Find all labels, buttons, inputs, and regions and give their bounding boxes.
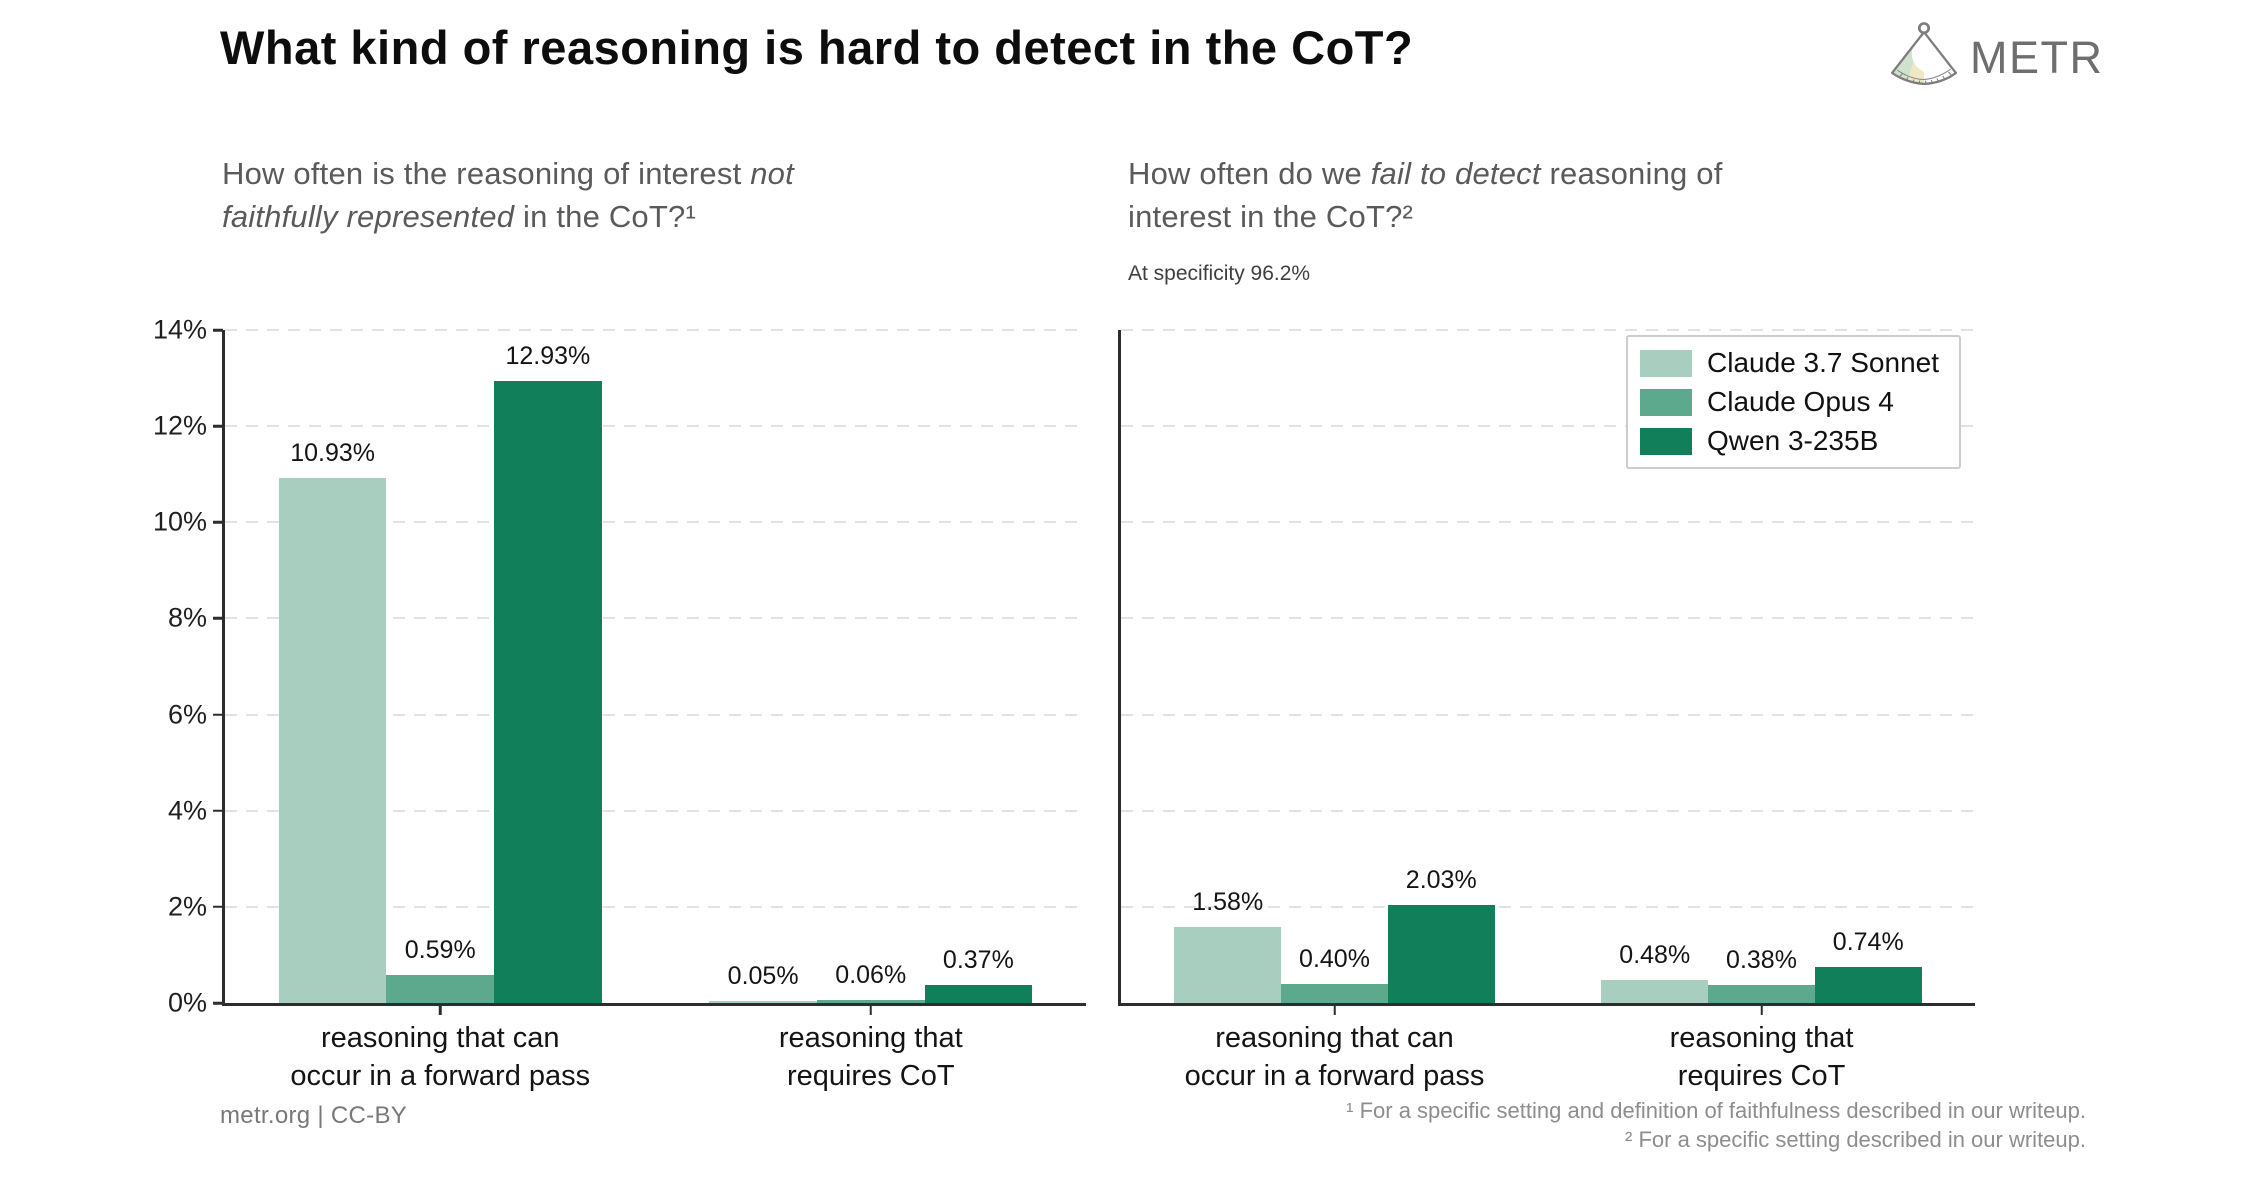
legend-label: Qwen 3-235B xyxy=(1707,425,1879,456)
bar-claude-opus-4-group-1 xyxy=(1708,984,1815,1003)
page-title: What kind of reasoning is hard to detect… xyxy=(220,21,1414,74)
bar-value-label: 0.37% xyxy=(942,946,1014,975)
y-tick-mark xyxy=(213,905,223,909)
bar-value-label: 1.58% xyxy=(1192,888,1264,917)
subtitle-text: fail to detect xyxy=(1370,156,1541,191)
legend-row-qwen-3-235b: Qwen 3-235B xyxy=(1640,425,1939,457)
specificity-note: At specificity 96.2% xyxy=(1128,262,1311,285)
bar-qwen-3-235b-group-1 xyxy=(924,985,1033,1003)
y-tick-label: 2% xyxy=(167,891,207,922)
legend: Claude 3.7 Sonnet Claude Opus 4 Qwen 3-235… xyxy=(1626,335,1961,469)
subtitle-text: How often is the reasoning of interest xyxy=(222,156,751,191)
category-label: reasoning that requires CoT xyxy=(1669,1022,1854,1093)
bar-claude-3-7-sonnet-group-0 xyxy=(1174,927,1282,1003)
gridline xyxy=(225,617,1086,620)
x-tick-mark xyxy=(439,1006,442,1015)
x-tick-mark xyxy=(1333,1006,1336,1015)
bar-claude-3-7-sonnet-group-1 xyxy=(709,1000,817,1003)
gridline xyxy=(225,521,1086,524)
bar-value-label: 0.06% xyxy=(835,961,907,990)
category-label: reasoning that can occur in a forward pas… xyxy=(1184,1022,1485,1093)
x-tick-mark xyxy=(1760,1006,1763,1015)
gridline xyxy=(1121,905,1975,908)
gridline xyxy=(1121,809,1975,812)
footnote-1: ¹ For a specific setting and definition … xyxy=(1346,1098,2086,1123)
gridline xyxy=(1121,713,1975,716)
y-tick-label: 4% xyxy=(167,795,207,826)
bar-value-label: 0.59% xyxy=(404,935,476,964)
subtitle-text: not xyxy=(750,156,794,191)
y-tick-mark xyxy=(213,713,223,716)
footnotes: ¹ For a specific setting and definition … xyxy=(1346,1096,2086,1154)
bar-claude-opus-4-group-0 xyxy=(386,974,495,1003)
legend-swatch xyxy=(1640,388,1693,416)
right-chart-subtitle: How often do we fail to detect reasoning… xyxy=(1128,152,1968,239)
gridline xyxy=(1121,617,1975,620)
bar-value-label: 0.05% xyxy=(727,961,799,990)
y-tick-label: 14% xyxy=(152,314,207,345)
gridline xyxy=(1121,521,1975,524)
gridline xyxy=(225,809,1086,812)
legend-row-claude-3-7-sonnet: Claude 3.7 Sonnet xyxy=(1640,347,1939,379)
bar-qwen-3-235b-group-1 xyxy=(1814,967,1922,1003)
legend-swatch xyxy=(1640,349,1693,377)
bar-value-label: 12.93% xyxy=(505,342,591,371)
gridline xyxy=(1121,329,1975,331)
subtitle-text: faithfully represented xyxy=(222,199,515,235)
footnote-2: ² For a specific setting described in ou… xyxy=(1625,1127,2086,1153)
legend-swatch xyxy=(1640,427,1693,455)
y-tick-label: 6% xyxy=(167,699,207,730)
gridline xyxy=(225,905,1086,908)
gridline xyxy=(225,329,1086,331)
y-tick-label: 12% xyxy=(152,410,207,441)
bar-value-label: 0.48% xyxy=(1619,940,1691,969)
left-plot-area: 0% 2% 4% 6% 8% 10% 12% 14% 10.93% 0.59% 12.93% reas… xyxy=(153,315,1086,1092)
bar-claude-3-7-sonnet-group-1 xyxy=(1601,979,1709,1003)
subtitle-text: in the CoT?¹ xyxy=(514,199,696,235)
y-tick-mark xyxy=(213,328,223,332)
bar-value-label: 10.93% xyxy=(290,438,376,467)
y-tick-mark xyxy=(213,424,223,428)
legend-row-claude-opus-4: Claude Opus 4 xyxy=(1640,386,1939,418)
y-tick-label: 0% xyxy=(167,987,207,1018)
subtitle-text: interest in the CoT?² xyxy=(1128,199,1414,235)
y-tick-label: 8% xyxy=(167,602,207,633)
bar-qwen-3-235b-group-0 xyxy=(1387,905,1495,1003)
y-tick-mark xyxy=(213,521,223,524)
metr-wordmark: METR xyxy=(1970,32,2104,83)
y-tick-mark xyxy=(213,1001,223,1005)
y-tick-label: 10% xyxy=(152,506,207,537)
credit-line: metr.org | CC-BY xyxy=(220,1102,408,1129)
gridline xyxy=(1121,425,1975,428)
metr-logo: METR xyxy=(1888,20,2104,96)
metr-fan-icon xyxy=(1890,22,1958,86)
subtitle-text: How often do we xyxy=(1128,156,1371,191)
gridline xyxy=(225,425,1086,428)
bar-qwen-3-235b-group-0 xyxy=(494,381,602,1003)
subtitle-text: reasoning of xyxy=(1540,156,1723,191)
bar-value-label: 0.74% xyxy=(1832,928,1904,957)
bar-claude-3-7-sonnet-group-0 xyxy=(278,477,387,1003)
category-label: reasoning that can occur in a forward pas… xyxy=(290,1022,591,1093)
bar-value-label: 2.03% xyxy=(1405,866,1477,895)
bar-value-label: 0.40% xyxy=(1299,944,1370,973)
y-tick-mark xyxy=(213,809,223,812)
legend-label: Claude Opus 4 xyxy=(1707,386,1894,417)
bar-claude-opus-4-group-1 xyxy=(816,1000,925,1003)
gridline xyxy=(225,713,1086,716)
bar-value-label: 0.38% xyxy=(1726,945,1797,974)
category-label: reasoning that requires CoT xyxy=(778,1022,963,1093)
legend-label: Claude 3.7 Sonnet xyxy=(1707,347,1939,378)
left-chart-subtitle: How often is the reasoning of interest n… xyxy=(222,152,1022,239)
y-tick-mark xyxy=(213,617,223,620)
bar-claude-opus-4-group-0 xyxy=(1281,983,1388,1003)
right-plot-area: 1.58% 0.40% 2.03% reasoning that can occur i… xyxy=(1118,329,1975,1092)
x-tick-mark xyxy=(869,1006,872,1015)
